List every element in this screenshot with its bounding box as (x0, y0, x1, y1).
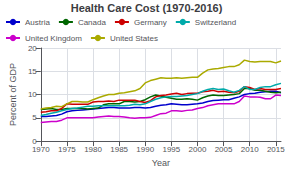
svg-text:1990: 1990 (136, 145, 154, 154)
svg-text:1980: 1980 (84, 145, 102, 154)
svg-text:2015: 2015 (267, 145, 285, 154)
svg-text:Austria: Austria (25, 18, 50, 27)
svg-text:Germany: Germany (134, 18, 167, 27)
svg-text:0: 0 (32, 136, 37, 146)
svg-text:United Kingdom: United Kingdom (25, 34, 82, 43)
svg-text:Health Care Cost (1970-2016): Health Care Cost (1970-2016) (71, 2, 223, 14)
svg-text:2005: 2005 (215, 145, 233, 154)
svg-text:2010: 2010 (241, 145, 259, 154)
svg-text:Year: Year (152, 158, 170, 168)
svg-text:1970: 1970 (32, 145, 50, 154)
svg-text:1985: 1985 (110, 145, 128, 154)
svg-text:United States: United States (110, 34, 158, 43)
svg-text:Canada: Canada (78, 18, 107, 27)
svg-text:15: 15 (28, 67, 37, 76)
svg-text:10: 10 (28, 90, 37, 99)
svg-text:2000: 2000 (189, 145, 207, 154)
svg-text:1975: 1975 (58, 145, 76, 154)
svg-text:20: 20 (28, 44, 37, 53)
svg-text:1995: 1995 (162, 145, 180, 154)
svg-text:Switzerland: Switzerland (195, 18, 236, 27)
svg-text:5: 5 (32, 113, 37, 122)
svg-text:Percent of GDP: Percent of GDP (8, 63, 18, 126)
